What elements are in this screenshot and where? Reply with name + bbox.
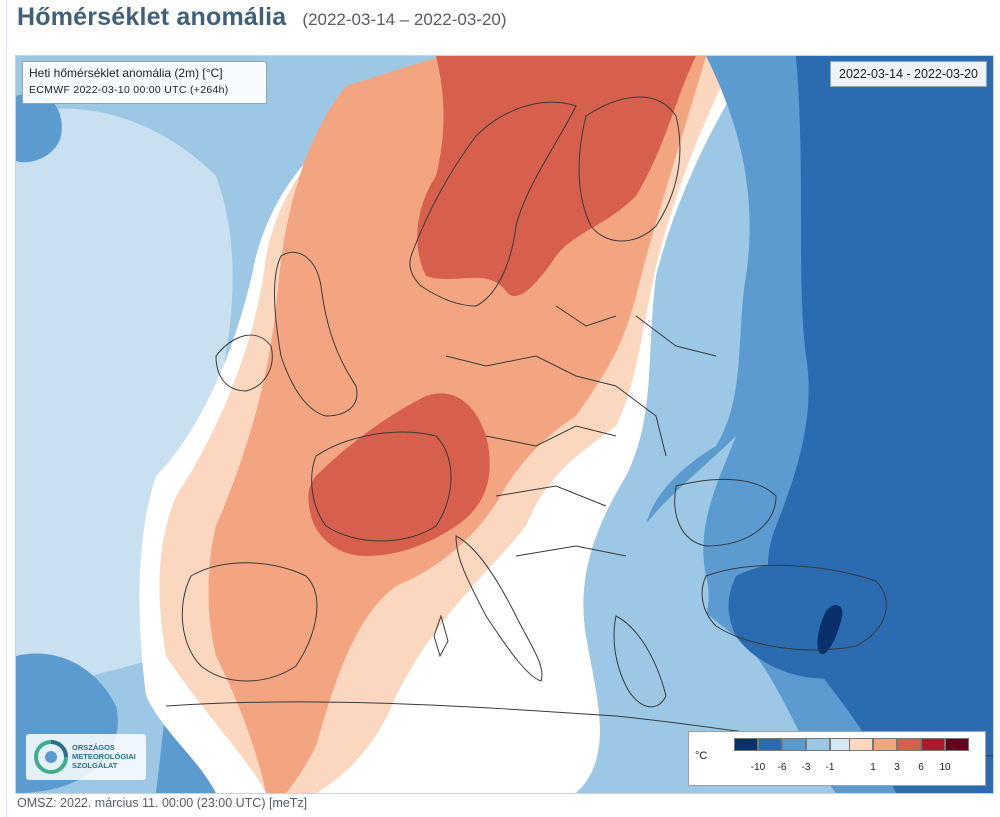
iberia-outline: [181, 562, 318, 682]
country-borders: [445, 305, 717, 557]
color-legend: °C -10 -6 -3 -1 1 3 6 10: [688, 731, 986, 786]
black-sea-outline: [674, 479, 777, 547]
legend-unit: °C: [695, 750, 708, 762]
page-title: Hőmérséklet anomália: [17, 3, 287, 31]
central-europe-strong-warm-zone: [308, 393, 490, 556]
turkey-outline: [701, 564, 887, 651]
header: Hőmérséklet anomália (2022-03-14 – 2022-…: [17, 3, 507, 35]
france-outline: [311, 431, 452, 542]
legend-label-cold-0: -10: [750, 762, 766, 773]
ireland-outline: [215, 334, 273, 392]
great-britain-outline: [274, 251, 358, 417]
anomaly-map-canvas: [16, 56, 993, 793]
legend-label-warm-0: 1: [870, 762, 876, 773]
greece-outline: [613, 615, 667, 708]
legend-label-warm-2: 6: [918, 762, 924, 773]
legend-swatch-warm-3: [921, 738, 945, 751]
finland-outline: [578, 96, 681, 242]
forecast-period: (2022-03-14 – 2022-03-20): [302, 10, 507, 29]
italy-outline: [455, 535, 543, 682]
atlantic-cold-patch: [16, 93, 62, 163]
map-date-range: 2022-03-14 - 2022-03-20: [830, 61, 987, 87]
legend-swatch-cold-3: [806, 738, 830, 751]
legend-label-cold-3: -1: [825, 762, 835, 773]
footer-source: OMSZ: 2022. március 11. 00:00 (23:00 UTC…: [17, 796, 308, 810]
legend-label-warm-3: 10: [939, 762, 951, 773]
map-info-box: Heti hőmérséklet anomália (2m) [°C] ECMW…: [22, 61, 267, 104]
legend-swatch-cold-2: [782, 738, 806, 751]
anomaly-map: Heti hőmérséklet anomália (2m) [°C] ECMW…: [15, 55, 994, 794]
legend-swatch-warm-2: [897, 738, 921, 751]
scandinavia-strong-warm-zone: [417, 56, 696, 297]
model-run-label: ECMWF 2022-03-10 00:00 UTC (+264h): [29, 84, 229, 96]
legend-label-cold-2: -3: [801, 762, 811, 773]
legend-swatch-warm-4: [945, 738, 969, 751]
legend-label-cold-1: -6: [777, 762, 787, 773]
turkey-extreme-cold-spot: [817, 604, 843, 655]
balkan-weak-cold-zone: [632, 436, 736, 676]
legend-swatch-warm-1: [873, 738, 897, 751]
turkey-cold-zone: [728, 561, 886, 679]
map-variable-label: Heti hőmérséklet anomália (2m) [°C]: [29, 66, 223, 80]
legend-swatch-cold-1: [758, 738, 782, 751]
scandinavia-outline: [409, 101, 577, 307]
legend-swatch-cold-0: [734, 738, 758, 751]
legend-label-warm-1: 3: [894, 762, 900, 773]
legend-swatch-warm-0: [849, 738, 873, 751]
sardinia-outline: [433, 614, 449, 658]
omsz-swirl-icon: [34, 740, 68, 774]
omsz-logo-text: ORSZÁGOS METEOROLÓGIAI SZOLGÁLAT: [72, 743, 136, 770]
page-left-rule: [6, 0, 7, 817]
omsz-logo: ORSZÁGOS METEOROLÓGIAI SZOLGÁLAT: [26, 734, 146, 780]
